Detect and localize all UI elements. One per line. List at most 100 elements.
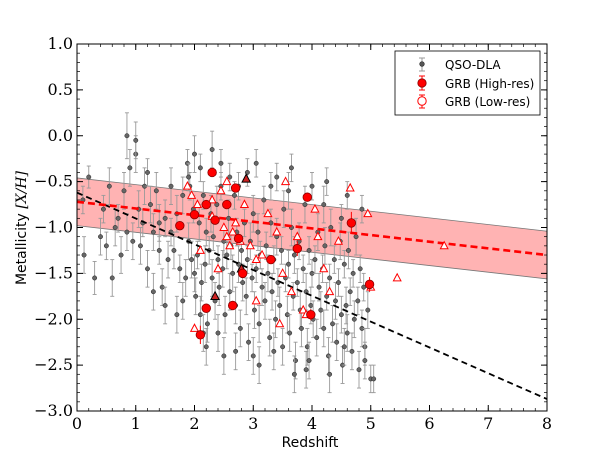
qso-dla-point [271, 348, 277, 354]
qso-dla-point [287, 330, 293, 336]
qso-dla-point [362, 358, 368, 363]
qso-dla-point [243, 293, 249, 299]
qso-dla-point [365, 307, 371, 313]
qso-dla-point [200, 192, 206, 198]
grb-high-res-point [292, 243, 303, 254]
grb-low-res-point [345, 182, 355, 192]
qso-dla-point [357, 266, 363, 272]
grb-high-res-point [306, 309, 316, 320]
qso-dla-point [334, 339, 340, 345]
qso-dla-point [273, 316, 279, 322]
grb-high-res-point [233, 233, 244, 244]
grb-low-res-point [182, 180, 193, 190]
qso-dla-point [86, 174, 92, 180]
qso-dla-point [255, 229, 261, 235]
grb-low-res-point [189, 323, 200, 332]
qso-dla-point [227, 174, 233, 180]
qso-dla-point [274, 174, 280, 180]
qso-dla-point [279, 247, 284, 253]
grb-high-res-point [207, 167, 217, 178]
qso-dla-point [100, 206, 106, 212]
qso-dla-point [138, 243, 143, 249]
grb-low-res-point [239, 199, 250, 209]
legend-marker-qso [419, 57, 425, 72]
fit-lines-layer [76, 191, 548, 400]
qso-dla-point [183, 275, 189, 281]
grb-high-res-point [302, 192, 313, 202]
qso-fit-line [76, 191, 548, 400]
x-tick-label: 8 [542, 414, 552, 433]
x-tick-label: 7 [483, 414, 493, 433]
qso-dla-point [192, 151, 197, 157]
grb-high-res-point [237, 268, 248, 279]
grb-low-res-point [192, 199, 203, 209]
grb-low-res-point [298, 304, 308, 314]
grb-low-res-point [280, 176, 291, 186]
x-tick-label: 0 [72, 414, 82, 433]
qso-dla-point [92, 275, 98, 281]
qso-dla-point [341, 261, 347, 267]
qso-dla-point [197, 165, 203, 171]
qso-dla-point [294, 280, 300, 285]
qso-dla-point [308, 303, 314, 308]
qso-dla-point [265, 270, 271, 276]
qso-dla-point [355, 298, 361, 304]
qso-dla-point [145, 170, 150, 175]
y-tick-label: −1.5 [34, 263, 73, 282]
qso-dla-point [302, 202, 308, 208]
qso-dla-point [156, 220, 162, 226]
qso-dla-point [249, 275, 255, 281]
grb-high-res-point [175, 220, 185, 231]
qso-dla-point [196, 220, 202, 226]
qso-dla-point [150, 229, 156, 235]
qso-dla-point [277, 303, 283, 308]
qso-dla-point [118, 252, 124, 258]
qso-dla-point [203, 229, 209, 235]
qso-dla-point [109, 275, 115, 281]
qso-dla-point [306, 358, 312, 363]
grb-high-res-point [346, 218, 357, 228]
qso-dla-point [192, 270, 197, 276]
grb-low-res-point [219, 222, 229, 231]
qso-dla-point [214, 202, 220, 208]
grb-low-res-point [392, 272, 402, 282]
qso-dla-point [280, 344, 286, 350]
qso-dla-point [221, 353, 227, 359]
qso-dla-point [153, 188, 159, 194]
qso-dla-point [171, 247, 177, 253]
grb-low-res-point [363, 208, 373, 218]
grb-high-res-point [201, 303, 211, 313]
qso-dla-point [189, 257, 195, 263]
grb-low-res-point [272, 226, 282, 236]
grb-low-res-point [310, 203, 320, 213]
grb-low-res-point [275, 318, 285, 328]
x-tick-label: 2 [189, 414, 199, 433]
qso-dla-point [359, 206, 365, 212]
y-tick-label: −3.0 [34, 401, 73, 420]
qso-dla-point [345, 247, 351, 253]
qso-dla-point [344, 330, 350, 336]
grb-low-res-point [225, 240, 235, 250]
qso-dla-point [338, 312, 344, 318]
qso-dla-point [256, 321, 262, 327]
qso-dla-point [180, 192, 186, 198]
grb-low-res-point [231, 217, 241, 227]
grb-low-res-point [222, 176, 232, 186]
qso-dla-point [127, 165, 133, 171]
x-tick-label: 6 [424, 414, 434, 433]
qso-dla-point [300, 266, 306, 272]
qso-dla-point [347, 289, 353, 295]
qso-dla-point [303, 367, 309, 373]
legend-marker-grb-high [417, 75, 427, 91]
qso-dla-point [215, 330, 221, 336]
grb-low-res-point [319, 263, 329, 273]
qso-dla-point [286, 188, 291, 194]
grb-low-res-point [245, 240, 255, 250]
y-tick-label: −2.5 [34, 355, 73, 374]
qso-dla-point [230, 270, 236, 276]
grb-limit-point [241, 173, 252, 183]
qso-dla-point [156, 247, 162, 253]
y-tick-label: −0.5 [34, 172, 73, 191]
grb-high-res-point [189, 209, 200, 220]
